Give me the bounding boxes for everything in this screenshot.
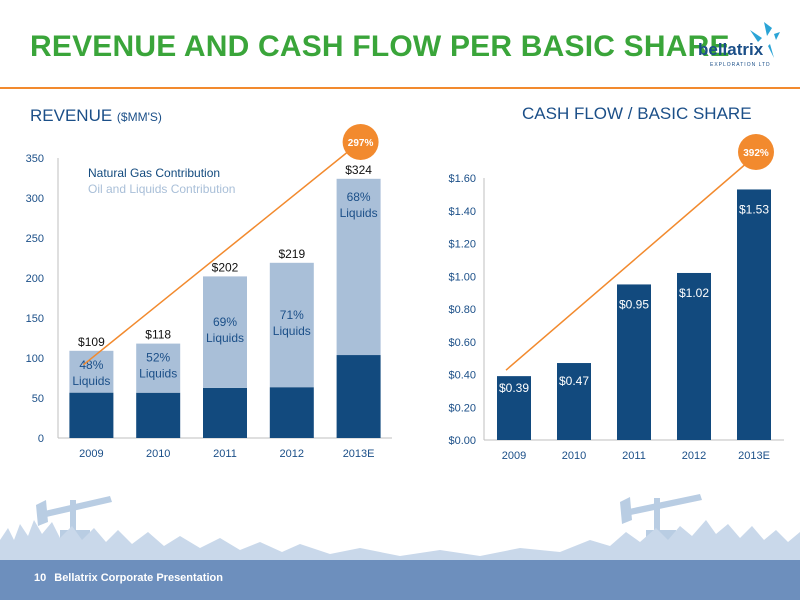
revenue-x-tick-label: 2010 <box>146 448 170 460</box>
cashflow-y-tick-label: $1.60 <box>448 173 476 185</box>
revenue-total-label: $324 <box>345 163 372 177</box>
cashflow-bar <box>497 376 531 440</box>
cashflow-bar <box>617 284 651 440</box>
revenue-growth-badge <box>342 124 379 160</box>
revenue-total-label: $118 <box>145 328 171 342</box>
revenue-total-label: $109 <box>78 335 105 349</box>
cashflow-growth-label: 392% <box>743 148 769 159</box>
cashflow-y-tick-label: $1.20 <box>448 239 476 251</box>
star-logo-icon <box>750 22 780 58</box>
cashflow-x-tick-label: 2012 <box>682 450 706 462</box>
tree-line <box>0 520 800 560</box>
liquids-pct-label: 52% <box>146 351 170 365</box>
revenue-y-tick-label: 250 <box>26 233 44 245</box>
liquids-pct-label: 48% <box>79 358 103 372</box>
revenue-x-tick-label: 2011 <box>213 448 237 460</box>
liquids-word-label: Liquids <box>72 374 110 388</box>
footer: 10 Bellatrix Corporate Presentation <box>34 572 223 584</box>
header-divider <box>0 87 800 89</box>
cashflow-x-tick-label: 2013E <box>738 450 770 462</box>
cashflow-x-tick-label: 2009 <box>502 450 526 462</box>
cashflow-section-title: CASH FLOW / BASIC SHARE <box>522 104 752 123</box>
page-number: 10 <box>34 572 47 584</box>
gas-bar <box>203 387 247 438</box>
cashflow-value-label: $1.02 <box>679 286 709 300</box>
revenue-y-tick-label: 50 <box>32 393 44 405</box>
cashflow-y-tick-label: $0.80 <box>448 304 476 316</box>
liquids-pct-label: 69% <box>213 315 237 329</box>
oil-bar <box>269 262 314 388</box>
gas-bar <box>336 355 381 438</box>
revenue-x-tick-label: 2009 <box>79 448 103 460</box>
gas-bar <box>269 387 314 438</box>
revenue-unit: ($MM'S) <box>116 110 162 124</box>
cashflow-growth-badge <box>738 134 774 170</box>
gas-bar <box>136 392 181 438</box>
revenue-trend-line <box>82 147 354 366</box>
legend-gas: Natural Gas Contribution <box>88 166 220 180</box>
cashflow-value-label: $0.47 <box>559 374 589 388</box>
footer-band <box>0 560 800 600</box>
oil-bar <box>136 343 181 393</box>
cashflow-x-tick-label: 2010 <box>562 450 586 462</box>
cashflow-bar <box>737 189 771 440</box>
cashflow-y-tick-label: $1.00 <box>448 271 476 283</box>
cashflow-y-tick-label: $0.60 <box>448 337 476 349</box>
cashflow-x-tick-label: 2011 <box>622 450 646 462</box>
cashflow-y-tick-label: $0.00 <box>448 435 476 447</box>
revenue-y-tick-label: 300 <box>26 193 44 205</box>
revenue-y-tick-label: 0 <box>38 433 44 445</box>
liquids-word-label: Liquids <box>340 206 378 220</box>
revenue-y-tick-label: 200 <box>26 273 44 285</box>
liquids-pct-label: 71% <box>280 308 304 322</box>
cashflow-value-label: $0.95 <box>619 297 649 311</box>
logo-tagline: EXPLORATION LTD <box>710 62 771 68</box>
cashflow-value-label: $1.53 <box>739 202 769 216</box>
liquids-word-label: Liquids <box>273 324 311 338</box>
revenue-y-tick-label: 100 <box>26 353 44 365</box>
cashflow-y-tick-label: $1.40 <box>448 206 476 218</box>
oil-bar <box>336 178 381 356</box>
revenue-total-label: $202 <box>212 260 239 274</box>
revenue-title-text: REVENUE <box>30 106 113 125</box>
logo-wordmark: bellatrix <box>698 40 764 59</box>
revenue-y-tick-label: 350 <box>26 153 44 165</box>
oil-bar <box>203 276 247 388</box>
cashflow-bar <box>557 363 591 440</box>
revenue-x-tick-label: 2012 <box>280 448 304 460</box>
cashflow-y-tick-label: $0.20 <box>448 402 476 414</box>
liquids-word-label: Liquids <box>139 367 177 381</box>
legend-oil: Oil and Liquids Contribution <box>88 182 235 196</box>
revenue-total-label: $219 <box>278 247 305 261</box>
gas-bar <box>69 392 114 438</box>
cashflow-bar <box>677 272 711 440</box>
revenue-x-tick-label: 2013E <box>343 448 375 460</box>
revenue-section-title: REVENUE ($MM'S) <box>30 106 162 126</box>
footer-label: Bellatrix Corporate Presentation <box>54 572 223 584</box>
cashflow-value-label: $0.39 <box>499 381 529 395</box>
liquids-pct-label: 68% <box>347 190 371 204</box>
cashflow-y-tick-label: $0.40 <box>448 370 476 382</box>
revenue-y-tick-label: 150 <box>26 313 44 325</box>
company-logo: bellatrix EXPLORATION LTD <box>690 18 790 78</box>
revenue-growth-label: 297% <box>348 138 374 149</box>
page-title: REVENUE AND CASH FLOW PER BASIC SHARE <box>30 30 730 63</box>
cashflow-trend-line <box>505 161 749 371</box>
liquids-word-label: Liquids <box>206 331 244 345</box>
